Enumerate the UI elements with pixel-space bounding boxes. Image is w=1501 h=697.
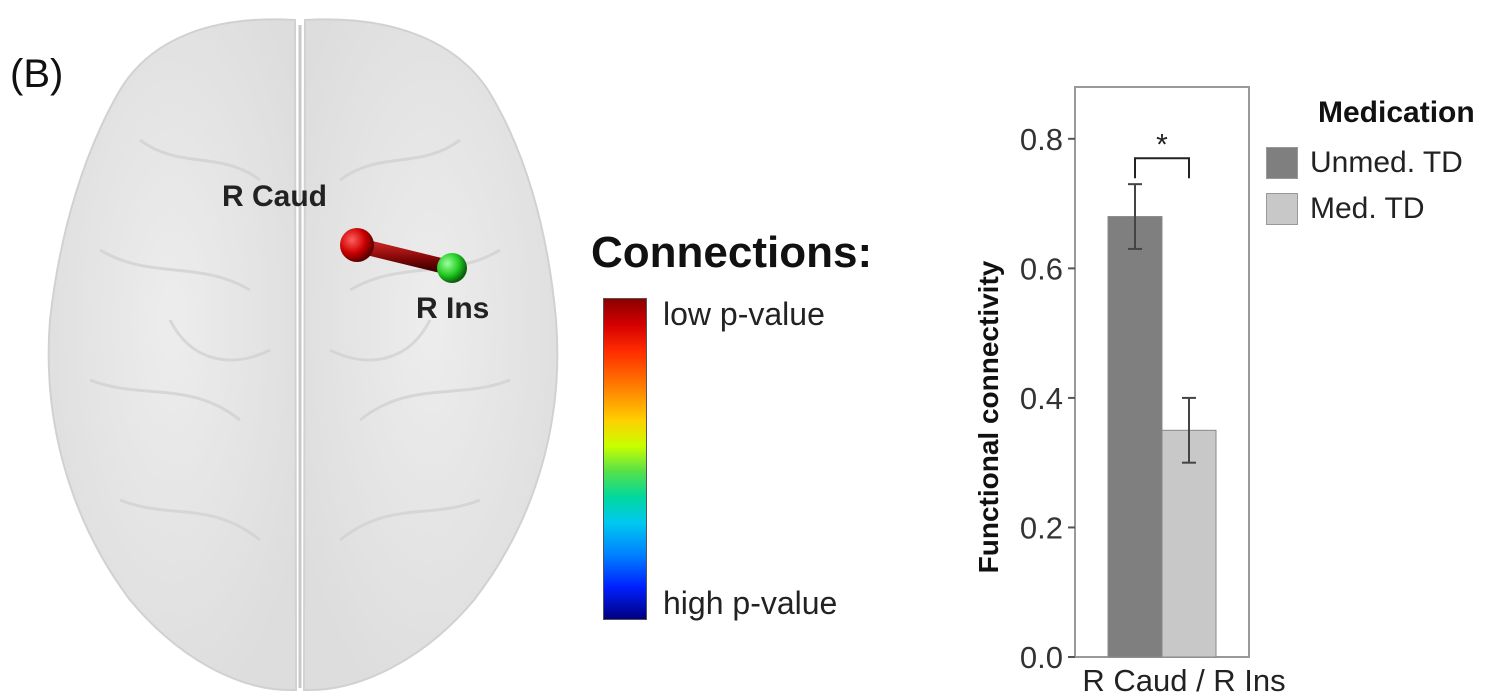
legend-swatch-med xyxy=(1266,193,1298,225)
legend-item-med: Med. TD xyxy=(1266,190,1424,228)
y-tick-label: 0.2 xyxy=(1020,510,1063,545)
legend-swatch-unmed xyxy=(1266,147,1298,179)
gyri-texture xyxy=(89,138,511,542)
y-tick-label: 0.4 xyxy=(1020,381,1063,416)
panel-label: (B) xyxy=(10,52,64,96)
node-r-ins xyxy=(437,253,467,283)
x-category-label: R Caud / R Ins xyxy=(1082,663,1285,697)
bar-med xyxy=(1161,429,1217,658)
legend-title: Medication xyxy=(1318,96,1475,129)
y-tick-label: 0.8 xyxy=(1020,122,1063,157)
y-tick-label: 0.6 xyxy=(1020,251,1063,286)
significance-marker: * xyxy=(1156,128,1168,161)
y-axis-label: Functional connectivity xyxy=(973,260,1004,573)
node-r-caud xyxy=(340,228,374,262)
legend-item-unmed: Unmed. TD xyxy=(1266,144,1463,182)
y-tick-label: 0.0 xyxy=(1020,640,1063,675)
legend-label-unmed: Unmed. TD xyxy=(1310,146,1463,179)
colorbar-bottom-label: high p-value xyxy=(663,585,838,621)
node-label-r-caud: R Caud xyxy=(222,180,327,213)
colorbar-top-label: low p-value xyxy=(663,296,825,332)
colorbar-title: Connections: xyxy=(591,228,873,277)
node-label-r-ins: R Ins xyxy=(416,292,490,325)
significance-bracket xyxy=(1134,157,1190,179)
bar-unmed xyxy=(1107,216,1163,658)
colorbar xyxy=(603,298,647,620)
legend-label-med: Med. TD xyxy=(1310,192,1425,225)
